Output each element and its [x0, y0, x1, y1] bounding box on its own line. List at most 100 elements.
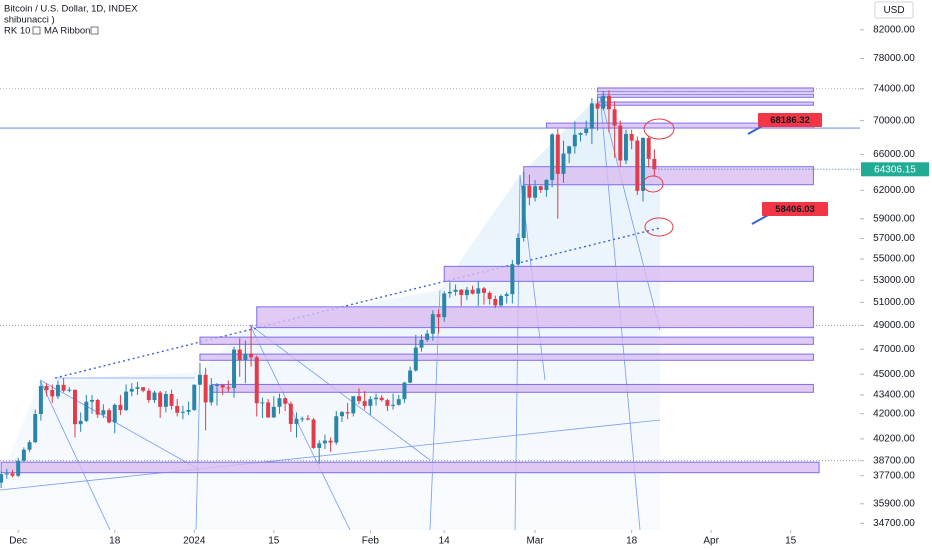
zone-box [0, 461, 820, 474]
candle-body [55, 384, 60, 397]
candle-body [288, 403, 293, 424]
time-axis [0, 530, 860, 550]
x-tick-label: 15 [268, 536, 280, 547]
x-tick-label: 2024 [183, 536, 206, 547]
visibility-icon[interactable] [32, 26, 41, 35]
candle-body [510, 264, 515, 295]
candle-body [408, 370, 413, 383]
circle-marker [643, 118, 675, 140]
candle-body [521, 185, 526, 239]
candle-body [254, 357, 259, 404]
indicator-name: MA Ribbon [44, 26, 90, 37]
callout-label: 58406.03 [775, 204, 815, 215]
candle-body [362, 401, 367, 406]
candle-body [72, 389, 77, 425]
currency-button[interactable] [874, 1, 914, 19]
candle-body [95, 399, 100, 415]
candle-body [152, 392, 157, 401]
candle-body [430, 314, 435, 334]
candle-body [555, 134, 560, 174]
candle-body [33, 414, 38, 443]
candle-body [464, 289, 469, 296]
callout-box [762, 202, 828, 216]
candle-body [550, 134, 555, 180]
visibility-icon[interactable] [90, 26, 99, 35]
candle-body [21, 449, 26, 461]
candle-body [197, 374, 202, 385]
candle-body [0, 474, 4, 483]
candle-body [300, 418, 305, 420]
candle-body [266, 402, 271, 418]
candle-body [135, 387, 140, 389]
candle-body [391, 404, 396, 406]
candle-body [413, 347, 418, 371]
candle-body [612, 109, 617, 126]
candle-body [419, 339, 424, 348]
candle-body [402, 382, 407, 400]
candle-body [90, 399, 95, 402]
candle-body [84, 401, 89, 421]
candle-body [158, 392, 163, 407]
y-tick-label: 53000.00 [873, 275, 915, 286]
x-tick-label: Apr [703, 536, 719, 547]
candle-body [481, 288, 486, 293]
candle-body [10, 473, 15, 476]
candle-body [101, 410, 106, 415]
candle-body [339, 412, 344, 417]
trend-line [54, 227, 661, 379]
candle-body [283, 398, 288, 404]
candle-body [186, 409, 191, 412]
price-axis [860, 0, 932, 550]
last-price-box [861, 162, 929, 177]
zone-box [256, 306, 814, 329]
candle-body [646, 138, 651, 159]
currency[interactable]: USD [883, 5, 904, 16]
candle-body [476, 288, 481, 294]
candle-body [504, 294, 509, 296]
candle-body [442, 293, 447, 318]
candle-body [396, 399, 401, 405]
y-tick-label: 66000.00 [873, 149, 915, 160]
candle-body [368, 399, 373, 406]
zone-box [443, 265, 814, 282]
candle-body [374, 397, 379, 400]
candle-body [249, 353, 254, 358]
zone-box [210, 383, 814, 393]
candle-body [351, 396, 356, 414]
candle-body [589, 103, 594, 129]
candle-body [50, 390, 55, 397]
candle-body [641, 138, 645, 191]
candle-body [516, 238, 521, 265]
candle-body [584, 128, 589, 134]
candle-body [493, 298, 498, 306]
candle-body [357, 396, 361, 402]
y-tick-label: 59000.00 [873, 213, 915, 224]
candle-body [243, 353, 248, 361]
zone-box [199, 336, 814, 345]
indicator-name: shibunacci ) [4, 15, 55, 26]
candle-body [595, 103, 600, 109]
candle-body [203, 374, 208, 403]
candle-body [141, 387, 146, 391]
candle-body [623, 133, 628, 161]
candle-body [578, 133, 583, 135]
candle-body [379, 397, 384, 401]
candle-body [487, 292, 492, 299]
candle-body [215, 384, 219, 386]
y-tick-label: 74000.00 [873, 83, 915, 94]
circle-marker [644, 217, 674, 237]
candle-body [38, 386, 43, 415]
y-tick-label: 62000.00 [873, 185, 915, 196]
candle-body [544, 179, 549, 190]
x-tick-label: Feb [362, 536, 380, 547]
candle-body [618, 125, 623, 161]
candle-body [44, 386, 49, 391]
candle-body [453, 289, 458, 292]
candle-body [220, 384, 225, 388]
candle-body [112, 404, 117, 423]
y-tick-label: 47000.00 [873, 344, 915, 355]
y-tick-label: 34700.00 [873, 518, 915, 529]
circle-marker [642, 175, 664, 193]
candle-body [538, 186, 543, 190]
